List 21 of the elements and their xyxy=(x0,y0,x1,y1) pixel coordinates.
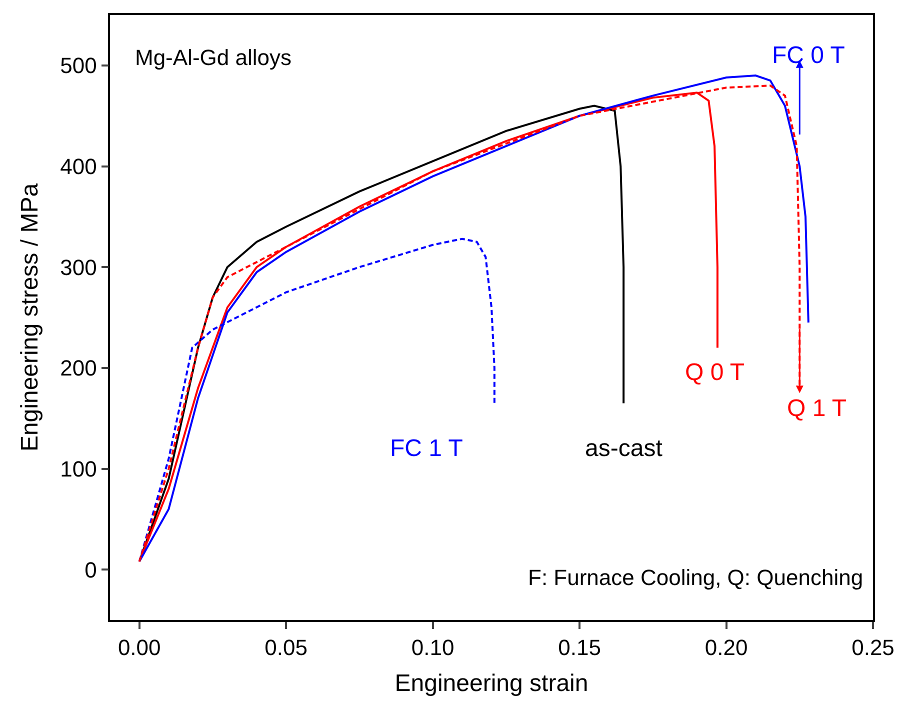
annotation: Mg-Al-Gd alloys xyxy=(135,45,292,70)
x-tick-label: 0.05 xyxy=(264,635,308,660)
x-tick-label: 0.10 xyxy=(411,635,454,660)
y-tick-label: 0 xyxy=(84,557,97,582)
y-tick-label: 200 xyxy=(60,356,97,381)
x-axis-title: Engineering strain xyxy=(394,670,588,697)
y-tick-label: 300 xyxy=(60,254,97,280)
x-tick-label: 0.25 xyxy=(852,635,894,660)
x-tick-label: 0.15 xyxy=(558,635,601,660)
y-axis-title: Engineering stress / MPa xyxy=(16,182,44,452)
series-label: FC 0 T xyxy=(772,42,846,69)
series-label: FC 1 T xyxy=(390,435,464,462)
y-tick-label: 500 xyxy=(60,53,97,78)
series-label: Q 0 T xyxy=(685,359,745,386)
y-tick-label: 100 xyxy=(60,456,97,482)
series-label: as-cast xyxy=(585,435,663,462)
x-tick-label: 0.20 xyxy=(704,635,748,660)
y-tick-label: 400 xyxy=(60,154,97,179)
series-label: Q 1 T xyxy=(787,395,847,422)
x-tick-label: 0.00 xyxy=(118,635,161,660)
annotation: F: Furnace Cooling, Q: Quenching xyxy=(528,565,864,590)
